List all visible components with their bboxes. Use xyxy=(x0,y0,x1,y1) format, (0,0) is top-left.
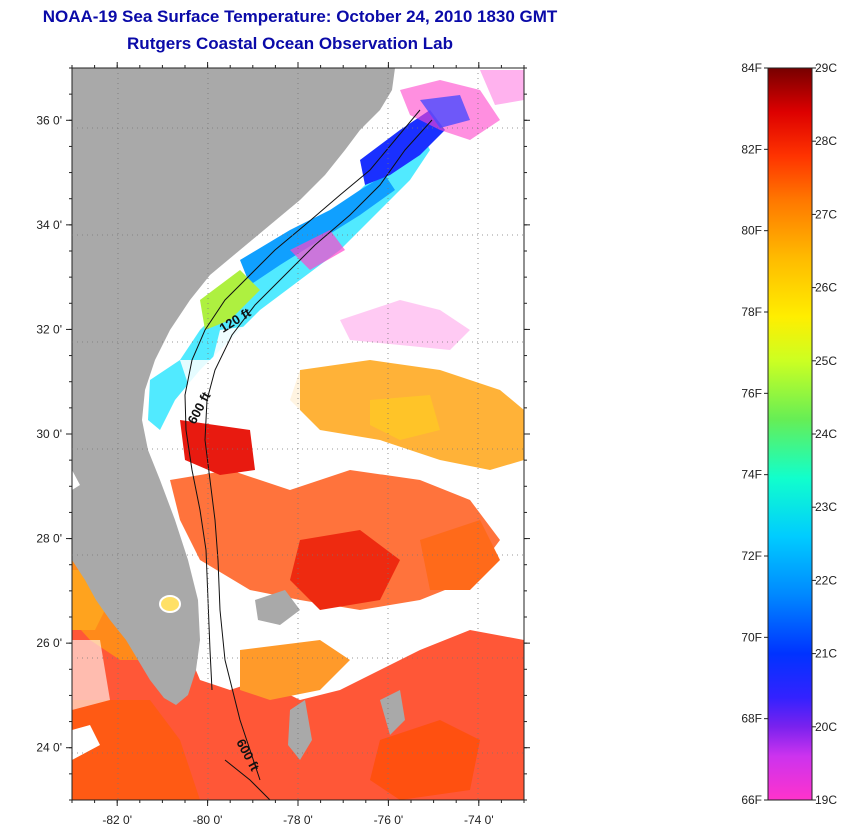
colorbar-f-label: 70F xyxy=(741,630,762,644)
lat-tick-label: 32 0' xyxy=(36,322,62,336)
colorbar-c-label: 21C xyxy=(815,647,837,661)
colorbar-c-label: 23C xyxy=(815,500,837,514)
lat-tick-label: 26 0' xyxy=(36,636,62,650)
lon-tick-label: -78 0' xyxy=(283,813,313,827)
colorbar-c-label: 22C xyxy=(815,573,837,587)
sst-data-layer xyxy=(72,68,524,800)
colorbar-celsius-labels: 29C 28C 27C 26C 25C 24C 23C 22C 21C 20C 19C xyxy=(812,61,837,807)
latitude-axis: 36 0' 34 0' 32 0' 30 0' 28 0' 26 0' 24 0' xyxy=(36,67,530,801)
lat-tick-label: 36 0' xyxy=(36,113,62,127)
colorbar-c-label: 24C xyxy=(815,427,837,441)
lat-tick-label: 30 0' xyxy=(36,427,62,441)
graticule xyxy=(72,68,524,800)
lon-tick-label: -80 0' xyxy=(193,813,223,827)
colorbar-c-label: 20C xyxy=(815,720,837,734)
lat-tick-label: 34 0' xyxy=(36,218,62,232)
map-title: NOAA-19 Sea Surface Temperature: October… xyxy=(42,7,558,26)
colorbar-f-label: 78F xyxy=(741,305,762,319)
colorbar-f-label: 82F xyxy=(741,142,762,156)
longitude-axis: -82 0' -80 0' -78 0' -76 0' -74 0' xyxy=(71,62,525,827)
colorbar-f-label: 76F xyxy=(741,386,762,400)
colorbar-f-label: 80F xyxy=(741,224,762,238)
colorbar-f-label: 74F xyxy=(741,468,762,482)
colorbar-f-label: 84F xyxy=(741,61,762,75)
lat-tick-label: 28 0' xyxy=(36,532,62,546)
colorbar-c-label: 28C xyxy=(815,134,837,148)
colorbar-c-label: 27C xyxy=(815,207,837,221)
colorbar xyxy=(768,68,812,800)
colorbar-c-label: 25C xyxy=(815,354,837,368)
colorbar-c-label: 29C xyxy=(815,61,837,75)
colorbar-c-label: 26C xyxy=(815,281,837,295)
lon-tick-label: -76 0' xyxy=(374,813,404,827)
land-mass xyxy=(72,68,395,705)
colorbar-f-label: 72F xyxy=(741,549,762,563)
map-subtitle: Rutgers Coastal Ocean Observation Lab xyxy=(127,34,453,53)
colorbar-fahrenheit-labels: 84F 82F 80F 78F 76F 74F 72F 70F 68F 66F xyxy=(741,61,768,807)
colorbar-f-label: 68F xyxy=(741,712,762,726)
lon-tick-label: -82 0' xyxy=(102,813,132,827)
lat-tick-label: 24 0' xyxy=(36,741,62,755)
colorbar-f-label: 66F xyxy=(741,793,762,807)
lon-tick-label: -74 0' xyxy=(464,813,494,827)
colorbar-c-label: 19C xyxy=(815,793,837,807)
